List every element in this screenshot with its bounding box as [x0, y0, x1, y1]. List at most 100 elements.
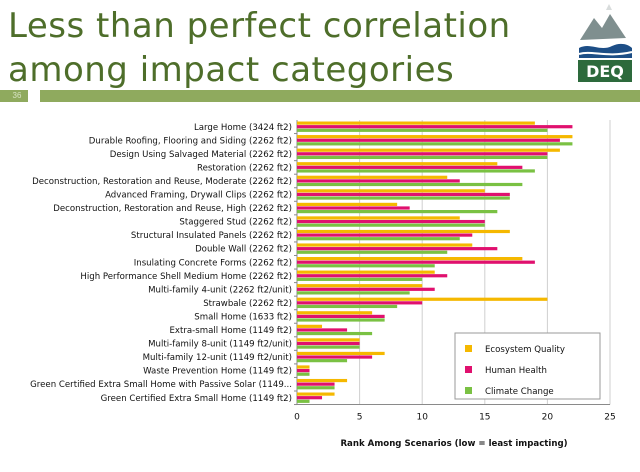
bar-climate [297, 196, 510, 200]
bar-climate [297, 210, 498, 214]
category-label: Double Wall (2262 ft2) [195, 245, 292, 255]
bar-ecosystem [297, 148, 560, 152]
x-tick-label: 25 [604, 413, 615, 423]
slide-title: Less than perfect correlation among impa… [8, 6, 511, 90]
category-label: Restoration (2262 ft2) [197, 163, 292, 173]
category-label: Green Certified Extra Small Home (1149 f… [101, 394, 292, 404]
bar-climate [297, 399, 310, 403]
x-tick-label: 5 [357, 413, 363, 423]
bar-human [297, 206, 410, 210]
bar-climate [297, 169, 535, 173]
bar-ecosystem [297, 216, 460, 220]
legend-label-human: Human Health [485, 366, 547, 376]
bar-ecosystem [297, 189, 485, 193]
bar-human [297, 382, 335, 386]
category-label: Extra-small Home (1149 ft2) [169, 326, 292, 336]
category-label: Structural Insulated Panels (2262 ft2) [131, 231, 292, 241]
bar-human [297, 341, 360, 346]
bar-human [297, 247, 498, 251]
bar-ecosystem [297, 284, 423, 288]
bar-human [297, 287, 435, 291]
bar-human [297, 301, 423, 305]
legend-label-climate: Climate Change [485, 387, 554, 397]
bar-climate [297, 372, 310, 376]
bar-human [297, 179, 460, 183]
category-label: Staggered Stud (2262 ft2) [179, 218, 292, 228]
bar-climate [297, 250, 448, 254]
bar-climate [297, 182, 523, 187]
legend-swatch-ecosystem [465, 345, 472, 352]
bar-climate [297, 155, 548, 159]
bar-ecosystem [297, 324, 323, 328]
bar-ecosystem [297, 229, 510, 234]
legend-swatch-human [465, 366, 472, 373]
bar-ecosystem [297, 365, 310, 369]
header-band-right [40, 90, 640, 102]
bar-human [297, 165, 523, 169]
category-label: Small Home (1633 ft2) [194, 312, 292, 322]
bar-ecosystem [297, 270, 435, 274]
bar-human [297, 260, 535, 264]
bar-human [297, 328, 348, 332]
category-label: Deconstruction, Restoration and Reuse, H… [53, 204, 292, 214]
bar-ecosystem [297, 351, 385, 356]
bar-climate [297, 142, 573, 146]
legend-box [454, 332, 601, 400]
category-label: Deconstruction, Restoration and Reuse, M… [32, 177, 292, 187]
bar-human [297, 192, 510, 197]
slide-number: 36 [12, 91, 22, 100]
category-label: Waste Prevention Home (1149 ft2) [143, 367, 292, 377]
legend-swatch-climate [465, 387, 472, 394]
bar-climate [297, 264, 435, 268]
bar-human [297, 152, 548, 156]
bar-human [297, 369, 310, 373]
x-tick-label: 10 [416, 413, 428, 423]
bar-ecosystem [297, 175, 448, 179]
svg-text:DEQ: DEQ [586, 62, 624, 81]
bar-climate [297, 345, 360, 349]
bar-ecosystem [297, 338, 360, 342]
category-label: Strawbale (2262 ft2) [203, 299, 292, 309]
bar-climate [297, 318, 385, 322]
bar-human [297, 396, 323, 400]
x-tick-label: 0 [294, 413, 300, 423]
bar-human [297, 233, 473, 237]
bar-climate [297, 291, 410, 295]
x-axis-title: Rank Among Scenarios (low = least impact… [340, 439, 567, 449]
bar-ecosystem [297, 162, 498, 166]
bar-climate [297, 359, 348, 363]
bar-ecosystem [297, 392, 335, 396]
bar-human [297, 274, 448, 278]
category-label: Advanced Framing, Drywall Clips (2262 ft… [105, 191, 292, 201]
category-label: Large Home (3424 ft2) [194, 123, 292, 133]
category-label: Design Using Salvaged Material (2262 ft2… [110, 150, 292, 160]
bar-human [297, 125, 573, 129]
legend: Ecosystem Quality Human Health Climate Cha… [454, 332, 601, 400]
category-label: Durable Roofing, Flooring and Siding (22… [89, 136, 292, 146]
bar-ecosystem [297, 311, 373, 315]
bar-ecosystem [297, 135, 573, 139]
bar-climate [297, 237, 460, 241]
category-label: High Performance Shell Medium Home (2262… [80, 272, 292, 282]
legend-label-ecosystem: Ecosystem Quality [485, 345, 565, 355]
bar-climate [297, 277, 423, 281]
category-label: Multi-family 8-unit (1149 ft2/unit) [148, 340, 292, 350]
bar-human [297, 219, 485, 224]
category-label: Green Certified Extra Small Home with Pa… [30, 380, 292, 390]
x-tick-label: 15 [479, 413, 490, 423]
bar-ecosystem [297, 243, 473, 247]
bar-climate [297, 304, 398, 309]
deq-logo: DEQ [576, 4, 634, 86]
bar-climate [297, 223, 485, 227]
bar-ecosystem [297, 121, 535, 125]
bar-human [297, 355, 373, 359]
bar-ecosystem [297, 202, 398, 206]
bar-human [297, 138, 560, 142]
bar-ecosystem [297, 297, 548, 301]
bar-ecosystem [297, 257, 523, 261]
bar-ecosystem [297, 378, 348, 383]
bar-human [297, 314, 385, 318]
category-label: Multi-family 4-unit (2262 ft2/unit) [148, 285, 292, 295]
bar-climate [297, 386, 335, 390]
